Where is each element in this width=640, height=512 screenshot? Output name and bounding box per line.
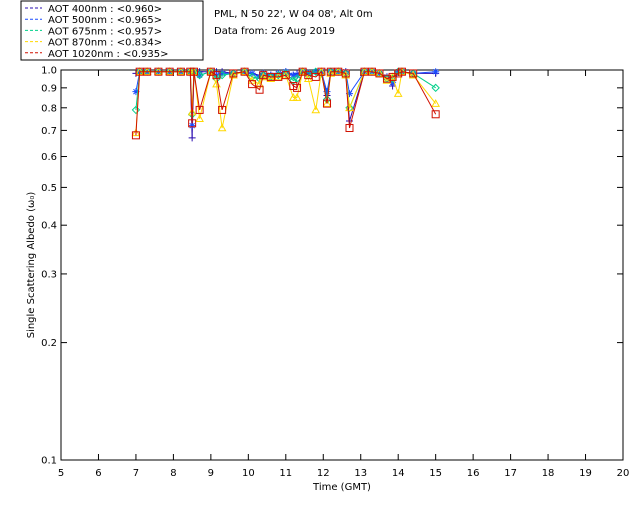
data-point	[188, 134, 196, 142]
x-tick-label: 20	[617, 468, 630, 479]
data-point	[317, 67, 326, 76]
data-point	[255, 85, 264, 94]
x-tick-label: 8	[170, 468, 176, 479]
data-point	[393, 89, 403, 97]
data-point	[409, 69, 418, 78]
data-point	[323, 99, 332, 108]
data-point	[341, 69, 350, 78]
data-point	[304, 69, 312, 77]
data-point	[345, 103, 354, 113]
legend-entry: AOT 400nm : <0.960>	[48, 4, 162, 15]
data-point	[293, 83, 302, 92]
x-tick-label: 14	[392, 468, 405, 479]
data-point	[195, 114, 204, 123]
plot-area	[60, 69, 624, 461]
x-tick-label: 13	[354, 468, 367, 479]
data-point	[218, 105, 227, 114]
data-point	[188, 119, 197, 128]
data-point	[431, 99, 441, 107]
legend-entry: AOT 500nm : <0.965>	[48, 15, 162, 26]
data-point	[432, 68, 440, 76]
data-point	[281, 70, 291, 79]
data-point	[345, 90, 353, 98]
data-point	[228, 70, 238, 79]
data-point	[218, 69, 226, 77]
data-point	[132, 88, 140, 96]
x-tick-label: 10	[242, 468, 255, 479]
data-point	[131, 131, 140, 140]
x-tick-label: 7	[133, 468, 139, 479]
data-point	[240, 67, 249, 76]
y-tick-label: 0.2	[41, 338, 57, 349]
data-point	[240, 67, 249, 76]
data-point	[311, 72, 320, 81]
data-point	[281, 69, 291, 78]
data-point	[212, 74, 221, 83]
y-tick-label: 1.0	[41, 66, 57, 77]
data-point	[431, 83, 440, 93]
x-tick-label: 9	[208, 468, 214, 479]
data-point	[165, 67, 174, 76]
y-tick-label: 0.8	[41, 103, 57, 114]
data-point	[274, 70, 283, 80]
legend-entry: AOT 870nm : <0.834>	[48, 38, 162, 49]
x-axis-label: Time (GMT)	[312, 482, 371, 493]
y-tick-label: 0.9	[41, 83, 57, 94]
legend: AOT 400nm : <0.960>AOT 500nm : <0.965>AO…	[25, 4, 168, 60]
data-point	[266, 74, 276, 82]
data-point	[248, 80, 257, 89]
y-tick-label: 0.1	[41, 456, 57, 467]
y-axis-label: Single Scattering Albedo (ω₀)	[26, 192, 37, 339]
data-point	[131, 105, 141, 115]
data-point	[229, 69, 238, 78]
legend-box	[20, 0, 204, 61]
data-point	[397, 67, 406, 76]
x-tick-label: 17	[504, 468, 517, 479]
site-info: PML, N 50 22', W 04 08', Alt 0m	[214, 9, 373, 20]
data-point	[188, 122, 196, 130]
x-tick-label: 12	[317, 468, 330, 479]
data-point	[382, 74, 391, 83]
y-tick-label: 0.6	[41, 152, 57, 163]
data-point	[322, 99, 332, 107]
data-point	[311, 105, 321, 114]
data-point	[431, 110, 440, 119]
data-point	[258, 72, 268, 81]
x-tick-label: 11	[279, 468, 292, 479]
data-point	[190, 67, 199, 76]
x-tick-label: 6	[95, 468, 101, 479]
data-point	[289, 71, 297, 79]
data-point	[143, 67, 152, 76]
data-point	[131, 128, 141, 137]
legend-entry: AOT 1020nm : <0.935>	[48, 49, 168, 60]
date-info: Data from: 26 Aug 2019	[214, 26, 335, 37]
y-tick-label: 0.5	[41, 183, 57, 194]
x-axis: 5 6 7 8 9 10 11 12 13 14 15 16 17 18 19 20	[58, 70, 630, 479]
x-tick-label: 5	[58, 468, 64, 479]
legend-entry: AOT 675nm : <0.957>	[48, 26, 162, 37]
series-layer	[131, 67, 441, 142]
series-line	[135, 70, 437, 136]
y-tick-label: 0.4	[41, 221, 57, 232]
data-point	[323, 88, 331, 96]
data-point	[292, 92, 302, 101]
data-point	[154, 67, 163, 76]
x-tick-label: 16	[467, 468, 480, 479]
data-point	[375, 69, 384, 78]
data-point	[217, 123, 227, 132]
data-point	[281, 71, 290, 80]
x-tick-label: 15	[429, 468, 442, 479]
data-point	[176, 67, 185, 76]
x-tick-label: 18	[542, 468, 555, 479]
y-axis: 0.1 0.2 0.3 0.4 0.5 0.6 0.7 0.8 0.9 1.0	[41, 66, 623, 467]
data-point	[408, 70, 418, 79]
data-point	[212, 71, 221, 80]
data-point	[345, 124, 354, 133]
series-aot-1020nm	[131, 67, 440, 140]
y-tick-label: 0.7	[41, 126, 57, 137]
data-point	[195, 105, 204, 114]
y-tick-label: 0.3	[41, 269, 57, 280]
x-tick-label: 19	[579, 468, 592, 479]
